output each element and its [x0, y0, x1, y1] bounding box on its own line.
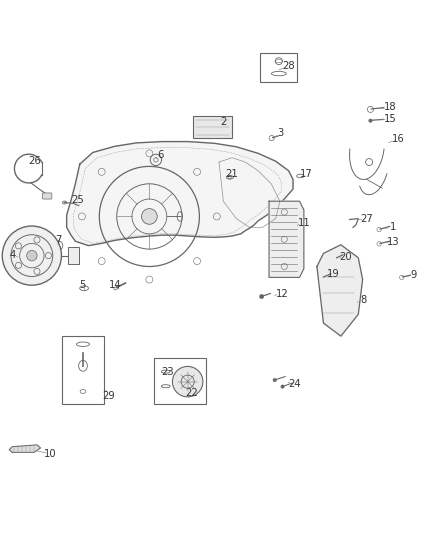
Text: 25: 25: [71, 196, 85, 205]
Text: 28: 28: [283, 61, 295, 71]
Circle shape: [2, 226, 61, 285]
Text: 7: 7: [56, 235, 62, 245]
Circle shape: [281, 385, 284, 389]
Text: 6: 6: [158, 150, 164, 160]
Text: 3: 3: [278, 128, 284, 139]
Text: 17: 17: [300, 169, 312, 179]
Bar: [260, 53, 297, 82]
Circle shape: [273, 378, 276, 382]
Bar: [154, 358, 206, 403]
Text: 5: 5: [79, 280, 85, 290]
Polygon shape: [317, 245, 363, 336]
Circle shape: [259, 294, 264, 298]
Text: 20: 20: [339, 252, 352, 262]
Text: 12: 12: [276, 289, 289, 299]
Text: 13: 13: [387, 237, 399, 247]
Text: 16: 16: [392, 134, 405, 144]
Text: 15: 15: [384, 114, 396, 124]
Text: 21: 21: [226, 169, 238, 179]
Polygon shape: [67, 142, 293, 246]
Text: 19: 19: [327, 269, 339, 279]
Bar: [62, 336, 104, 403]
Text: 24: 24: [288, 379, 300, 389]
FancyBboxPatch shape: [42, 193, 52, 199]
Bar: [193, 116, 232, 138]
Text: 1: 1: [390, 222, 396, 232]
Ellipse shape: [62, 201, 67, 204]
Text: 14: 14: [109, 280, 122, 290]
Text: 8: 8: [360, 295, 367, 305]
Text: 22: 22: [185, 387, 198, 398]
Text: 10: 10: [44, 449, 57, 458]
Text: 29: 29: [102, 391, 115, 401]
Text: 26: 26: [28, 156, 41, 166]
Text: 9: 9: [410, 270, 416, 280]
Circle shape: [369, 119, 372, 123]
Circle shape: [173, 366, 203, 397]
Text: 11: 11: [297, 218, 310, 228]
Polygon shape: [9, 445, 41, 453]
Text: 4: 4: [10, 250, 16, 260]
Circle shape: [27, 251, 37, 261]
Circle shape: [141, 208, 157, 224]
Text: 23: 23: [161, 367, 173, 377]
Bar: [68, 247, 79, 264]
Polygon shape: [269, 201, 304, 277]
Text: 18: 18: [384, 102, 396, 112]
Text: 27: 27: [360, 214, 373, 224]
Text: 2: 2: [220, 117, 226, 127]
